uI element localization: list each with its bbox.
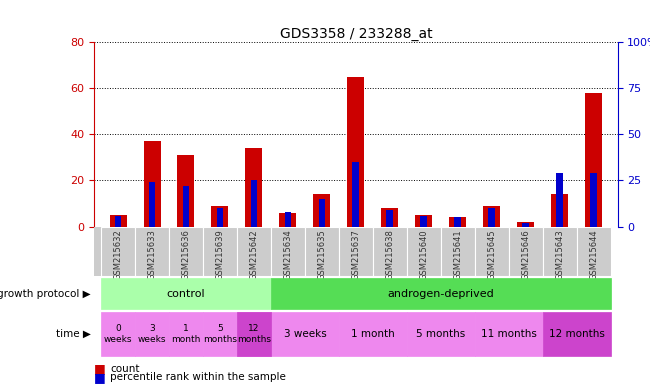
Text: GSM215641: GSM215641 xyxy=(453,229,462,280)
Bar xyxy=(203,312,237,356)
Bar xyxy=(177,155,194,227)
Bar xyxy=(590,173,597,227)
Text: GSM215643: GSM215643 xyxy=(555,229,564,280)
Text: GSM215634: GSM215634 xyxy=(283,229,292,280)
Text: 12 months: 12 months xyxy=(549,329,605,339)
Bar xyxy=(237,227,271,276)
Text: GSM215646: GSM215646 xyxy=(521,229,530,280)
Bar xyxy=(441,227,474,276)
Bar xyxy=(169,312,203,356)
Bar xyxy=(211,206,228,227)
Bar xyxy=(352,162,359,227)
Text: GSM215645: GSM215645 xyxy=(488,229,497,280)
Text: 12
months: 12 months xyxy=(237,324,271,344)
Text: GSM215632: GSM215632 xyxy=(114,229,123,280)
Bar xyxy=(271,227,305,276)
Bar xyxy=(407,312,474,356)
Text: GSM215637: GSM215637 xyxy=(352,229,360,280)
Bar xyxy=(183,186,189,227)
Bar xyxy=(509,227,543,276)
Text: growth protocol ▶: growth protocol ▶ xyxy=(0,289,91,299)
Text: 12
months: 12 months xyxy=(237,324,271,344)
Bar xyxy=(285,212,291,227)
Bar xyxy=(543,227,577,276)
Bar xyxy=(373,227,407,276)
Bar xyxy=(523,223,529,227)
Text: 0
weeks: 0 weeks xyxy=(104,324,133,344)
Bar xyxy=(488,208,495,227)
Bar xyxy=(271,278,611,310)
Text: ■: ■ xyxy=(94,371,106,384)
Text: control: control xyxy=(166,289,205,299)
Bar xyxy=(382,208,398,227)
Bar xyxy=(280,213,296,227)
Text: ■: ■ xyxy=(94,362,106,375)
Bar xyxy=(347,77,365,227)
Text: GSM215644: GSM215644 xyxy=(589,229,598,280)
Text: GSM215640: GSM215640 xyxy=(419,229,428,280)
Bar xyxy=(318,199,325,227)
Text: androgen-deprived: androgen-deprived xyxy=(387,289,494,299)
Text: count: count xyxy=(111,364,140,374)
Bar xyxy=(305,227,339,276)
Bar xyxy=(203,227,237,276)
Bar xyxy=(101,312,135,356)
Bar xyxy=(237,312,271,356)
Bar xyxy=(216,208,224,227)
Text: 1 month: 1 month xyxy=(351,329,395,339)
Text: 1
month: 1 month xyxy=(172,324,201,344)
Title: GDS3358 / 233288_at: GDS3358 / 233288_at xyxy=(280,27,432,41)
Bar xyxy=(556,173,563,227)
Bar xyxy=(144,141,161,227)
Bar xyxy=(135,227,169,276)
Text: 5
months: 5 months xyxy=(203,324,237,344)
Bar xyxy=(114,215,122,227)
Text: 11 months: 11 months xyxy=(481,329,537,339)
Bar xyxy=(110,215,127,227)
Bar xyxy=(543,312,611,356)
Bar xyxy=(474,227,509,276)
Bar xyxy=(421,215,427,227)
Bar xyxy=(135,312,169,356)
Bar xyxy=(517,222,534,227)
Text: GSM215633: GSM215633 xyxy=(148,229,157,280)
Bar xyxy=(169,227,203,276)
Bar xyxy=(551,194,568,227)
Text: 3
weeks: 3 weeks xyxy=(138,324,166,344)
Bar xyxy=(250,180,257,227)
Bar xyxy=(577,227,611,276)
Text: GSM215635: GSM215635 xyxy=(317,229,326,280)
Bar xyxy=(271,312,339,356)
Text: time ▶: time ▶ xyxy=(56,329,91,339)
Text: 5 months: 5 months xyxy=(416,329,465,339)
Bar xyxy=(449,217,466,227)
Text: GSM215642: GSM215642 xyxy=(250,229,259,280)
Bar xyxy=(101,227,135,276)
Bar xyxy=(407,227,441,276)
Bar xyxy=(484,206,501,227)
Text: GSM215636: GSM215636 xyxy=(181,229,190,280)
Bar xyxy=(474,312,543,356)
Bar xyxy=(149,182,155,227)
Bar xyxy=(339,312,407,356)
Text: 3 weeks: 3 weeks xyxy=(283,329,326,339)
Bar xyxy=(101,278,271,310)
Bar xyxy=(454,217,462,227)
Bar xyxy=(415,215,432,227)
Bar xyxy=(339,227,373,276)
Text: GSM215638: GSM215638 xyxy=(385,229,395,280)
Bar xyxy=(237,312,271,356)
Bar xyxy=(313,194,330,227)
Bar xyxy=(585,93,602,227)
Text: GSM215639: GSM215639 xyxy=(215,229,224,280)
Bar xyxy=(387,210,393,227)
Text: percentile rank within the sample: percentile rank within the sample xyxy=(111,372,287,382)
Bar xyxy=(246,148,263,227)
